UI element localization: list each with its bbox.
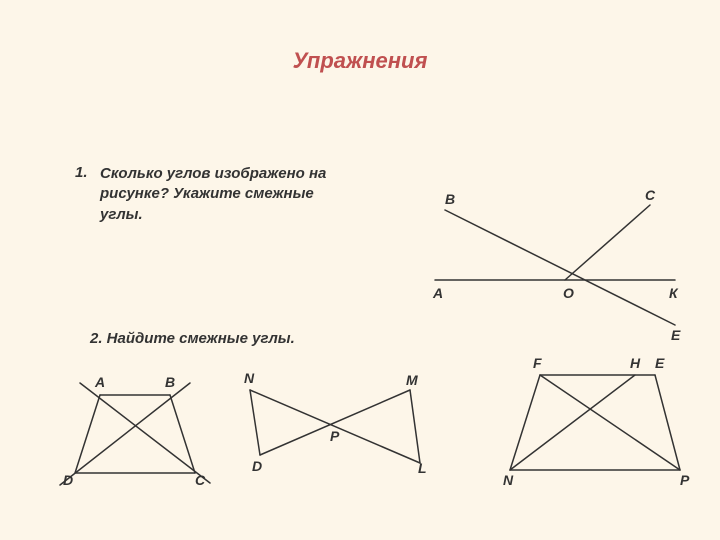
title: Упражнения — [0, 48, 720, 74]
point-label: L — [418, 460, 427, 476]
point-label: F — [533, 355, 542, 371]
point-label: E — [655, 355, 665, 371]
point-label: A — [94, 374, 105, 390]
point-label: C — [195, 472, 206, 488]
point-label: О — [563, 285, 574, 301]
line-segment — [410, 390, 420, 463]
point-label: С — [645, 187, 656, 203]
point-label: B — [165, 374, 175, 390]
point-label: В — [445, 191, 455, 207]
question-1-number: 1. — [75, 164, 88, 181]
line-segment — [565, 205, 650, 280]
point-label: D — [63, 472, 73, 488]
figure-2b: N M D L P — [230, 365, 440, 485]
line-segment — [60, 383, 190, 485]
figure-2a: A B C D — [55, 365, 215, 495]
question-2-text: 2. Найдите смежные углы. — [90, 330, 295, 347]
point-label: А — [432, 285, 443, 301]
point-label: P — [680, 472, 690, 488]
line-segment — [510, 375, 635, 470]
point-label: Е — [671, 327, 681, 343]
line-segment — [510, 375, 540, 470]
point-label: D — [252, 458, 262, 474]
point-label: К — [669, 285, 679, 301]
line-segment — [75, 395, 100, 473]
line-segment — [250, 390, 260, 455]
line-segment — [80, 383, 210, 483]
figure-2c: F HE P N — [485, 350, 705, 490]
point-label: N — [503, 472, 514, 488]
line-segment — [250, 390, 420, 463]
figure-1: АВСОКЕ — [415, 180, 695, 330]
point-label: M — [406, 372, 418, 388]
line-segment — [260, 390, 410, 455]
question-1-text: Сколько углов изображено на рисунке? Ука… — [100, 164, 360, 225]
point-label: H — [630, 355, 641, 371]
point-label: P — [330, 428, 340, 444]
line-segment — [445, 210, 675, 325]
point-label: N — [244, 370, 255, 386]
